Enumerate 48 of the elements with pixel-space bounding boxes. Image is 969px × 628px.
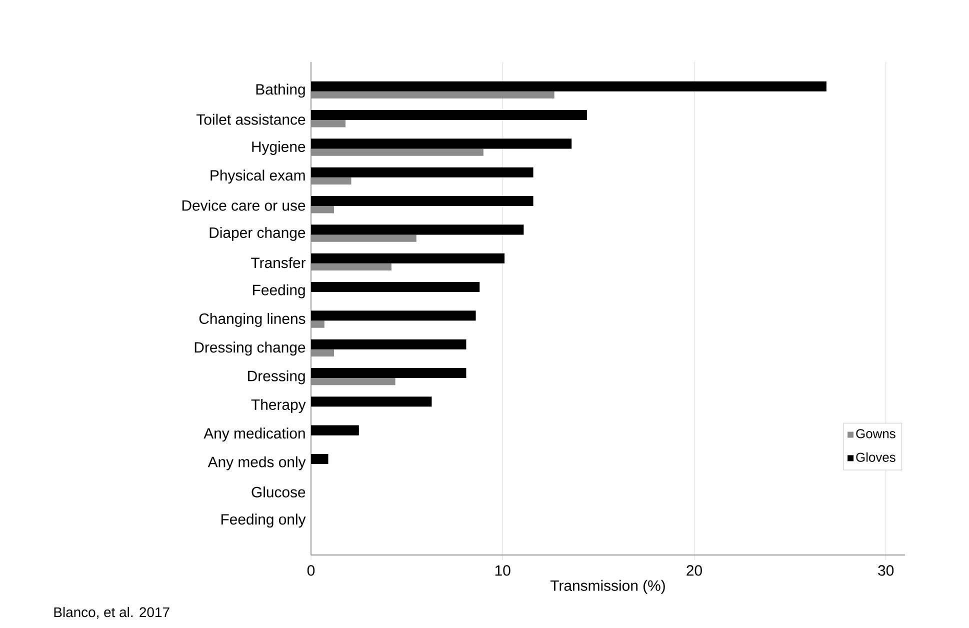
bar [311,91,554,99]
bar [311,339,466,350]
bar [311,234,416,242]
bar [311,263,392,271]
y-tick-label: Physical exam [210,170,305,184]
bar [311,177,352,185]
bar [311,81,826,92]
y-tick-label: Feeding only [221,514,306,528]
bar [311,378,396,386]
bar [311,120,346,128]
y-tick-label: Any medication [204,428,305,442]
y-tick-label: Bathing [256,84,305,98]
bar [311,396,432,407]
bar [311,320,324,328]
y-tick-label: Dressing change [194,342,306,356]
x-tick-label: 0 [307,565,315,576]
bar [311,282,480,292]
bar [311,110,587,120]
bar [311,368,466,378]
legend-label: Gloves [856,452,896,462]
x-tick-label: 30 [878,565,894,576]
bar [311,425,359,436]
y-tick-label: Therapy [251,398,306,413]
y-tick-label: Toilet assistance [196,114,306,125]
bar [311,196,534,206]
y-tick-label: Feeding [253,284,305,298]
y-tick-label: Changing linens [199,313,306,327]
y-tick-label: Glucose [252,486,306,498]
legend-label: Gowns [856,429,896,438]
y-tick-label: Diaper change [210,227,306,241]
bar [311,454,328,464]
x-axis-title: Transmission (%) [550,580,665,594]
bar [311,224,524,235]
bar [311,310,476,321]
x-tick-label: 20 [686,565,702,576]
bar [311,206,334,214]
bar [311,167,534,178]
y-tick-label: Any meds only [208,456,306,470]
bar [311,349,334,357]
bar [311,253,505,264]
bar [311,148,484,156]
y-tick-label: Dressing [248,370,305,384]
text: Blanco, et al. 2017 [54,606,170,619]
y-tick-label: Transfer [251,257,306,268]
y-tick-label: Device care or use [182,200,306,211]
y-tick-label: Hygiene [252,141,306,155]
x-tick-label: 10 [495,565,510,576]
bar [311,138,572,149]
